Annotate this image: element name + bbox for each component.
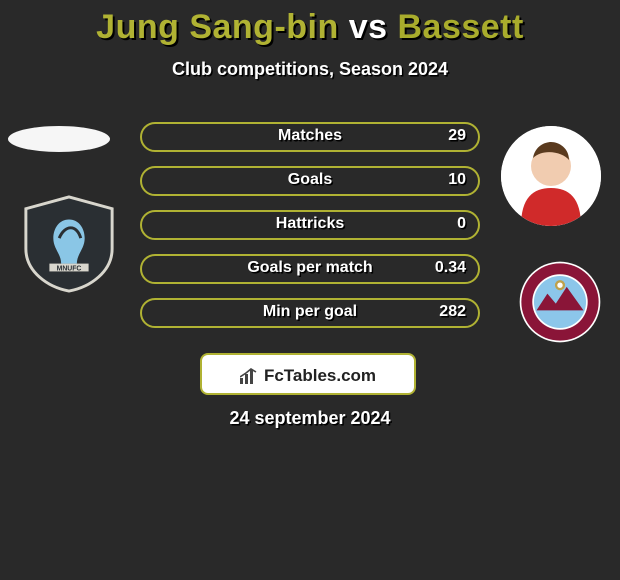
vs-text: vs xyxy=(349,8,388,46)
date-text: 24 september 2024 xyxy=(0,408,620,429)
subtitle: Club competitions, Season 2024 xyxy=(0,59,620,80)
player-a-club-badge: MNUFC xyxy=(20,195,118,293)
player-b-name: Bassett xyxy=(397,8,523,46)
stat-row-min-per-goal: Min per goal 282 xyxy=(140,298,480,328)
stat-row-goals-per-match: Goals per match 0.34 xyxy=(140,254,480,284)
stat-label: Matches xyxy=(278,127,342,145)
branding-box: FcTables.com xyxy=(200,353,416,395)
player-a-name: Jung Sang-bin xyxy=(96,8,339,46)
svg-text:MNUFC: MNUFC xyxy=(57,265,82,272)
stat-value: 282 xyxy=(439,303,466,321)
player-b-avatar xyxy=(501,126,601,226)
stats-panel: Matches 29 Goals 10 Hattricks 0 Goals pe… xyxy=(140,122,480,342)
player-a-avatar xyxy=(8,126,110,152)
stat-row-goals: Goals 10 xyxy=(140,166,480,196)
comparison-title: Jung Sang-bin vs Bassett xyxy=(0,0,620,47)
branding-text: FcTables.com xyxy=(264,366,376,385)
stat-label: Hattricks xyxy=(276,215,344,233)
player-b-club-badge xyxy=(518,260,602,344)
stat-value: 0.34 xyxy=(435,259,466,277)
stat-value: 0 xyxy=(457,215,466,233)
stat-value: 29 xyxy=(448,127,466,145)
stat-label: Min per goal xyxy=(263,303,357,321)
stat-label: Goals per match xyxy=(247,259,372,277)
stat-value: 10 xyxy=(448,171,466,189)
stat-row-matches: Matches 29 xyxy=(140,122,480,152)
stat-row-hattricks: Hattricks 0 xyxy=(140,210,480,240)
chart-icon xyxy=(240,358,260,400)
stat-label: Goals xyxy=(288,171,332,189)
